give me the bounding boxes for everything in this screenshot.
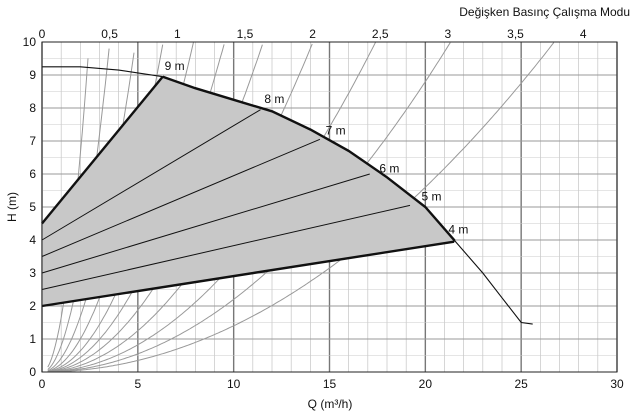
x-tick-label: 0 xyxy=(39,377,46,391)
x2-tick-label: 2,5 xyxy=(372,27,389,41)
operating-region xyxy=(41,75,455,308)
pressure-label: 9 m xyxy=(165,59,185,73)
y-axis-label: H (m) xyxy=(5,192,19,222)
x2-tick-label: 3,5 xyxy=(507,27,524,41)
x2-tick-label: 2 xyxy=(309,27,316,41)
x2-tick-label: 1 xyxy=(174,27,181,41)
y-tick-label: 6 xyxy=(29,167,36,181)
y-tick-label: 5 xyxy=(29,200,36,214)
y-tick-label: 10 xyxy=(23,35,37,49)
x2-tick-label: 4 xyxy=(580,27,587,41)
pressure-label: 6 m xyxy=(379,161,399,175)
pressure-label: 4 m xyxy=(448,222,468,236)
x-tick-label: 20 xyxy=(419,377,433,391)
pressure-line xyxy=(41,173,370,274)
x2-tick-label: 1,5 xyxy=(237,27,254,41)
x-tick-label: 10 xyxy=(227,377,241,391)
pressure-line xyxy=(41,75,164,225)
chart-title: Değişken Basınç Çalışma Modu xyxy=(459,5,630,19)
system-curve xyxy=(47,42,555,373)
operating-region-fill xyxy=(42,76,455,306)
x-tick-label: 15 xyxy=(323,377,337,391)
y-tick-label: 3 xyxy=(29,266,36,280)
region-top-border xyxy=(162,75,456,242)
pressure-line xyxy=(41,109,261,241)
x2-tick-label: 0 xyxy=(39,27,46,41)
y-tick-label: 1 xyxy=(29,332,36,346)
y-tick-label: 8 xyxy=(29,101,36,115)
system-curve xyxy=(47,42,451,373)
x-axis-label: Q (m³/h) xyxy=(308,397,353,411)
x-tick-label: 5 xyxy=(134,377,141,391)
y-tick-label: 2 xyxy=(29,299,36,313)
max-curve-layer: 9 m 8 m 7 m 6 m 5 m 4 m xyxy=(42,59,533,325)
pressure-label: 8 m xyxy=(264,92,284,106)
x-tick-label: 30 xyxy=(610,377,624,391)
y-tick-label: 7 xyxy=(29,134,36,148)
x2-tick-label: 0,5 xyxy=(101,27,118,41)
pressure-label: 5 m xyxy=(422,189,442,203)
x-tick-label: 25 xyxy=(514,377,528,391)
plot-frame xyxy=(41,41,618,373)
y-tick-label: 4 xyxy=(29,233,36,247)
pressure-line xyxy=(41,240,455,308)
x2-tick-label: 3 xyxy=(445,27,452,41)
y-tick-label: 0 xyxy=(29,365,36,379)
pressure-line xyxy=(41,138,321,257)
y-tick-label: 9 xyxy=(29,68,36,82)
pressure-line xyxy=(41,204,411,290)
pressure-label: 7 m xyxy=(326,123,346,137)
